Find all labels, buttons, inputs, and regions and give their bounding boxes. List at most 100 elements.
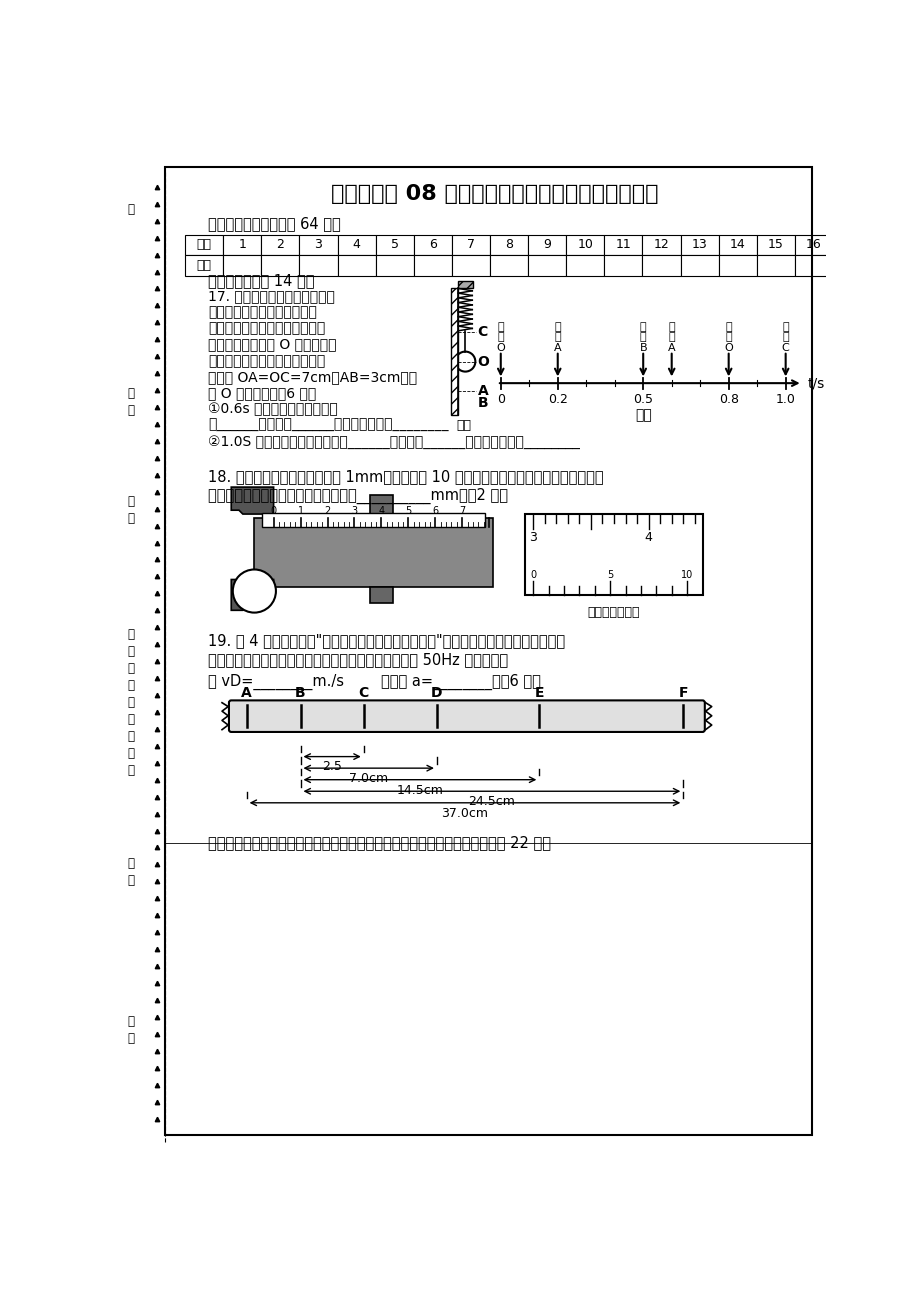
Text: A: A <box>241 685 252 699</box>
Text: 学
号: 学 号 <box>128 495 134 525</box>
Bar <box>414 234 451 255</box>
Bar <box>528 234 565 255</box>
Bar <box>641 234 680 255</box>
Text: 2: 2 <box>324 507 330 516</box>
Bar <box>299 234 337 255</box>
Text: 级: 级 <box>128 203 134 216</box>
Bar <box>680 255 718 276</box>
Text: 0.5: 0.5 <box>632 393 652 406</box>
Text: 4: 4 <box>644 530 652 543</box>
Text: ②1.0S 内小球发生的位移大小是______，方向为______，经过的路程是________: ②1.0S 内小球发生的位移大小是______，方向为______，经过的路程是… <box>208 434 579 448</box>
Text: C: C <box>477 325 487 339</box>
Text: 班
级: 班 级 <box>128 857 134 887</box>
Text: 5: 5 <box>391 238 398 251</box>
Bar <box>565 255 604 276</box>
Text: 经
过
B: 经 过 B <box>639 321 646 354</box>
Text: 15: 15 <box>767 238 783 251</box>
Text: 0: 0 <box>529 569 536 580</box>
Text: 14.5cm: 14.5cm <box>396 784 443 797</box>
Text: 14: 14 <box>729 238 744 251</box>
Bar <box>337 255 375 276</box>
Text: 18. 一游标卡尺的主尺最小分度 1mm，游标上有 10 个小等分间隔，现用此卡尺来测量一工: 18. 一游标卡尺的主尺最小分度 1mm，游标上有 10 个小等分间隔，现用此卡… <box>208 469 603 485</box>
Text: 是______，方向为______，经过的路程是________: 是______，方向为______，经过的路程是________ <box>208 419 448 433</box>
Text: D: D <box>431 685 442 699</box>
Text: 24.5cm: 24.5cm <box>468 796 515 809</box>
Text: 题号: 题号 <box>197 238 211 251</box>
Text: 答案: 答案 <box>197 259 211 272</box>
Text: 向下经过中间位置 O 开始计时，: 向下经过中间位置 O 开始计时， <box>208 338 336 351</box>
Bar <box>718 255 756 276</box>
Text: 装
订
线
内
侧
不
要
答
题: 装 订 线 内 侧 不 要 答 题 <box>128 628 134 777</box>
Bar <box>375 255 414 276</box>
Polygon shape <box>369 588 392 603</box>
Bar <box>375 234 414 255</box>
Bar <box>641 255 680 276</box>
Text: 球便上下来回运动（图甲）小球: 球便上下来回运动（图甲）小球 <box>208 321 325 335</box>
Text: 三、填空题（计 14 分）: 三、填空题（计 14 分） <box>208 273 314 289</box>
Text: 17. 如图所示，一弹簧下端吊有: 17. 如图所示，一弹簧下端吊有 <box>208 289 335 303</box>
Text: 一、选择题（两题共计 64 分）: 一、选择题（两题共计 64 分） <box>208 216 341 231</box>
Bar <box>299 255 337 276</box>
Text: 0: 0 <box>496 393 505 406</box>
Text: 7: 7 <box>459 507 465 516</box>
Text: 若测得 OA=OC=7cm，AB=3cm，则: 若测得 OA=OC=7cm，AB=3cm，则 <box>208 370 417 383</box>
Text: B: B <box>477 396 488 411</box>
Bar <box>756 234 794 255</box>
Text: 学
校: 学 校 <box>128 1015 134 1045</box>
Bar <box>794 255 832 276</box>
Bar <box>185 255 223 276</box>
Text: 经
过
A: 经 过 A <box>553 321 561 354</box>
Polygon shape <box>231 488 273 514</box>
Text: 1.0: 1.0 <box>775 393 795 406</box>
Bar <box>490 234 528 255</box>
Polygon shape <box>231 580 273 610</box>
Text: 0: 0 <box>270 507 277 516</box>
Bar <box>262 514 485 526</box>
Text: ①0.6s 内小球发生的位移大小: ①0.6s 内小球发生的位移大小 <box>208 402 337 416</box>
Bar <box>756 255 794 276</box>
Bar <box>718 234 756 255</box>
Text: 7: 7 <box>467 238 474 251</box>
Text: 0.2: 0.2 <box>547 393 567 406</box>
Text: 图乙: 图乙 <box>634 408 651 421</box>
Text: 则 vD=________m./s        加速度 a=________。（6 分）: 则 vD=________m./s 加速度 a=________。（6 分） <box>208 673 540 689</box>
Text: 件的直径，如图所示，该工作的直径为__________mm。（2 分）: 件的直径，如图所示，该工作的直径为__________mm。（2 分） <box>208 488 507 504</box>
Text: 图甲: 图甲 <box>456 419 471 432</box>
Bar <box>525 514 702 595</box>
Text: t/s: t/s <box>806 376 823 390</box>
Text: 37.0cm: 37.0cm <box>441 806 488 820</box>
Text: 6: 6 <box>432 507 437 516</box>
Circle shape <box>233 569 276 612</box>
Bar <box>414 255 451 276</box>
Bar <box>680 234 718 255</box>
Text: 6: 6 <box>428 238 437 251</box>
Bar <box>451 234 490 255</box>
Text: 1: 1 <box>297 507 303 516</box>
Bar <box>451 289 458 416</box>
Text: 8: 8 <box>505 238 513 251</box>
Text: 经
过
O: 经 过 O <box>723 321 732 354</box>
Bar <box>185 234 223 255</box>
Text: 4: 4 <box>352 238 360 251</box>
Text: 5: 5 <box>404 507 411 516</box>
Polygon shape <box>369 495 392 514</box>
Text: 3: 3 <box>528 530 537 543</box>
Text: 3: 3 <box>351 507 357 516</box>
FancyBboxPatch shape <box>229 701 704 732</box>
Bar <box>604 255 641 276</box>
Text: 姓
名: 姓 名 <box>128 387 134 417</box>
Text: A: A <box>477 384 488 398</box>
Bar <box>451 255 490 276</box>
Bar <box>794 234 832 255</box>
Bar <box>565 234 604 255</box>
Bar <box>337 234 375 255</box>
Text: 四、计算题（要求写出必要的文字说明和演算步骤，只写答案的不能得分，计 22 分）: 四、计算题（要求写出必要的文字说明和演算步骤，只写答案的不能得分，计 22 分） <box>208 835 550 850</box>
Text: 0.8: 0.8 <box>718 393 738 406</box>
Text: 5: 5 <box>607 569 613 580</box>
Text: 经
过
O: 经 过 O <box>496 321 505 354</box>
Text: 11: 11 <box>615 238 630 251</box>
Text: 13: 13 <box>691 238 707 251</box>
Text: E: E <box>534 685 543 699</box>
Bar <box>528 255 565 276</box>
Text: 自 O 时刻开始，（6 分）: 自 O 时刻开始，（6 分） <box>208 386 316 400</box>
